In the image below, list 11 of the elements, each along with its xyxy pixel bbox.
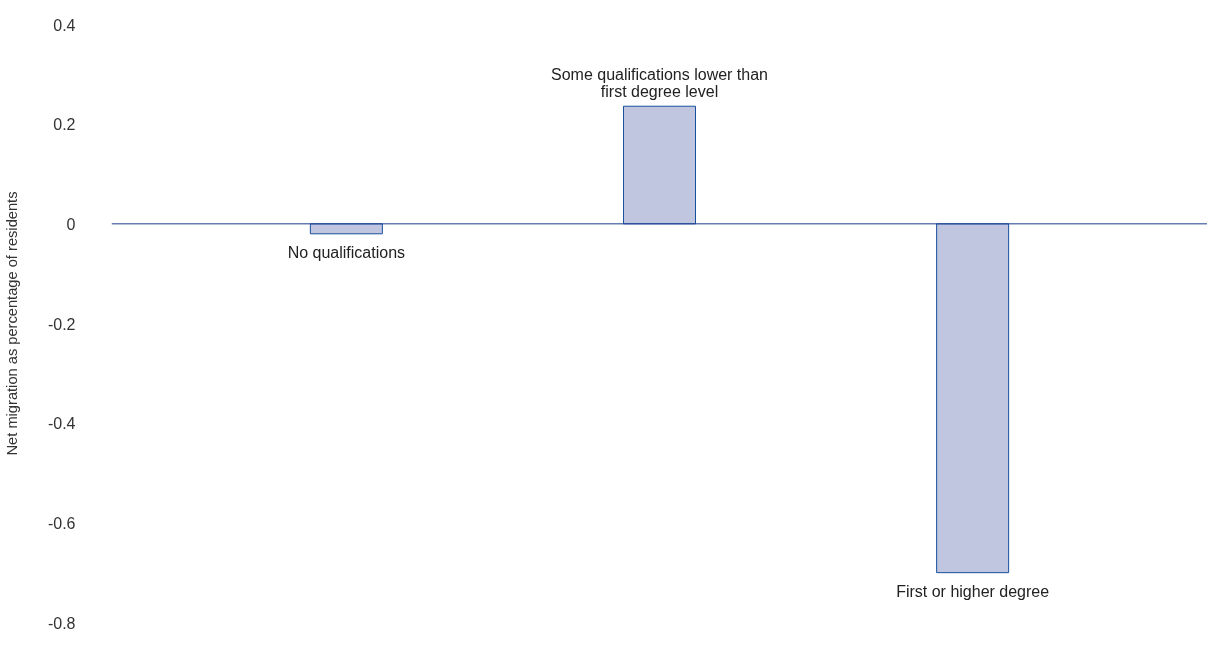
y-tick-label: -0.2 bbox=[47, 315, 76, 333]
y-tick-label: 0.4 bbox=[53, 16, 76, 34]
y-tick-label: 0 bbox=[66, 215, 76, 233]
y-axis-title: Net migration as percentage of residents bbox=[3, 191, 20, 456]
x-tick-label: First or higher degree bbox=[896, 582, 1050, 600]
x-tick-label: Some qualifications lower than first degree level bbox=[551, 66, 769, 101]
y-tick-label: -0.6 bbox=[47, 514, 76, 532]
y-tick-label: -0.8 bbox=[47, 614, 76, 632]
y-tick-label: -0.4 bbox=[47, 415, 76, 433]
x-tick-label: No qualifications bbox=[287, 243, 406, 261]
y-tick-label: 0.2 bbox=[53, 116, 76, 134]
